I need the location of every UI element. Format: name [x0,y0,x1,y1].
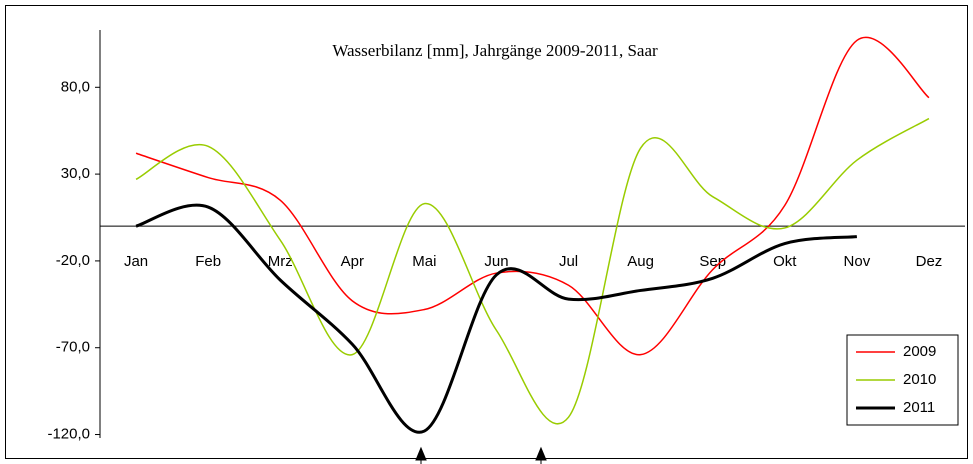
x-tick-label: Apr [341,253,364,270]
legend-label: 2011 [903,399,935,416]
x-tick-label: Feb [195,253,221,270]
chart-title: Wasserbilanz [mm], Jahrgänge 2009-2011, … [332,41,658,60]
legend-box [846,334,959,426]
y-tick-label: -70,0 [56,339,90,356]
x-tick-label: Mai [412,253,436,270]
series-line [135,203,858,434]
x-tick-label: Okt [773,253,797,270]
x-tick-label: Mrz [268,253,293,270]
x-tick-label: Sep [699,253,726,270]
x-tick-label: Nov [844,253,871,270]
x-tick-label: Jan [124,253,148,270]
y-tick-label: 30,0 [61,165,90,182]
series-line [135,36,930,356]
x-tick-label: Dez [916,253,943,270]
y-tick-label: 80,0 [61,78,90,95]
legend-label: 2010 [903,371,936,388]
y-tick-label: -20,0 [56,252,90,269]
x-tick-label: Jul [559,253,578,270]
y-tick-label: -120,0 [47,425,90,442]
chart-frame [5,5,968,459]
legend-label: 2009 [903,343,936,360]
arrow [415,446,427,464]
series-line [135,117,930,425]
arrow [535,446,547,464]
x-tick-label: Jun [484,253,508,270]
x-tick-label: Aug [627,253,654,270]
